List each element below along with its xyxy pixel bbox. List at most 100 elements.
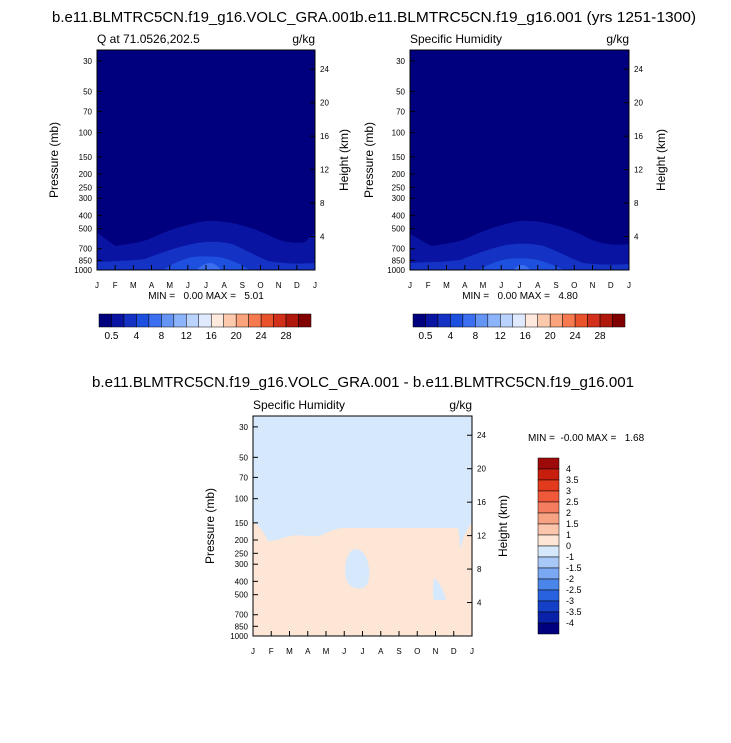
x-tick-label: M: [130, 281, 137, 290]
colorbar-swatch: [235, 313, 249, 328]
colorbar-swatch: [475, 313, 489, 328]
x-tick-label: M: [286, 647, 293, 656]
y-tick-label: 50: [239, 453, 248, 462]
panel-2-title: b.e11.BLMTRC5CN.f19_g16.001 (yrs 1251-13…: [355, 9, 696, 26]
y-right-tick-label: 24: [477, 431, 486, 440]
y-tick-label: 500: [79, 225, 93, 234]
panel-1-subtitle-left: Q at 71.0526,202.5: [97, 32, 200, 46]
colorbar-label: 2: [566, 508, 571, 518]
y-right-tick-label: 16: [634, 132, 643, 141]
panel-2-ylabel-right: Height (km): [654, 129, 668, 191]
colorbar-swatch: [500, 313, 514, 328]
panel-3-ylabel-right: Height (km): [496, 495, 510, 557]
y-right-tick-label: 20: [634, 99, 643, 108]
panel-1-ylabel-right: Height (km): [337, 129, 351, 191]
x-tick-label: A: [462, 281, 468, 290]
x-tick-label: M: [480, 281, 487, 290]
colorbar-label: -4: [566, 618, 574, 628]
colorbar-swatch: [537, 501, 560, 514]
colorbar-swatch: [537, 512, 560, 525]
y-right-tick-label: 12: [477, 532, 486, 541]
colorbar-swatch: [549, 313, 563, 328]
x-tick-label: S: [240, 281, 245, 290]
panel-3-colorbar: 43.532.521.510-1-1.5-2-2.5-3-3.5-4: [537, 457, 582, 635]
colorbar-label: 4: [566, 464, 571, 474]
colorbar-label: 20: [231, 331, 243, 342]
x-tick-label: M: [443, 281, 450, 290]
colorbar-swatch: [198, 313, 212, 328]
y-tick-label: 30: [396, 57, 405, 66]
colorbar-swatch: [537, 313, 551, 328]
x-tick-label: J: [313, 281, 317, 290]
colorbar-label: 4: [134, 331, 140, 342]
panel-2-subtitle-right: g/kg: [606, 32, 629, 46]
panel-2-subtitle-left: Specific Humidity: [410, 32, 502, 46]
colorbar-label: 12: [181, 331, 193, 342]
colorbar-label: 28: [594, 331, 606, 342]
colorbar-swatch: [537, 457, 560, 470]
colorbar-swatch: [537, 534, 560, 547]
panel-1-title: b.e11.BLMTRC5CN.f19_g16.VOLC_GRA.001: [52, 9, 357, 26]
colorbar-label: 24: [256, 331, 268, 342]
x-tick-label: A: [378, 647, 384, 656]
x-tick-label: J: [408, 281, 412, 290]
x-tick-label: A: [305, 647, 311, 656]
panel-3-subtitle-left: Specific Humidity: [253, 398, 345, 412]
colorbar-label: 0.5: [105, 331, 119, 342]
panel-3-positive-region: [253, 522, 472, 636]
y-tick-label: 850: [79, 256, 93, 265]
x-tick-label: O: [257, 281, 263, 290]
y-tick-label: 50: [83, 87, 92, 96]
panel-3-stats: MIN = -0.00 MAX = 1.68: [528, 433, 645, 444]
colorbar-swatch: [412, 313, 426, 328]
y-tick-label: 300: [235, 560, 249, 569]
colorbar-swatch: [136, 313, 150, 328]
colorbar-swatch: [173, 313, 187, 328]
y-right-tick-label: 16: [320, 132, 329, 141]
colorbar-label: 2.5: [566, 497, 579, 507]
colorbar-label: 3.5: [566, 475, 579, 485]
colorbar-swatch: [248, 313, 262, 328]
y-right-tick-label: 16: [477, 498, 486, 507]
colorbar-swatch: [161, 313, 175, 328]
x-tick-label: J: [204, 281, 208, 290]
colorbar-swatch: [273, 313, 287, 328]
y-tick-label: 500: [392, 225, 406, 234]
colorbar-label: 1: [566, 530, 571, 540]
panel-1-ylabel: Pressure (mb): [47, 122, 61, 198]
y-tick-label: 150: [79, 153, 93, 162]
y-right-tick-label: 8: [320, 199, 325, 208]
x-tick-label: F: [426, 281, 431, 290]
x-tick-label: D: [294, 281, 300, 290]
y-tick-label: 500: [235, 591, 249, 600]
y-tick-label: 150: [235, 519, 249, 528]
colorbar-label: 1.5: [566, 519, 579, 529]
panel-2-colorbar: 0.5 4 8 12 16 20 24 28: [412, 313, 626, 342]
colorbar-label: 16: [206, 331, 218, 342]
colorbar-swatch: [210, 313, 224, 328]
x-tick-label: A: [535, 281, 541, 290]
x-tick-label: J: [627, 281, 631, 290]
colorbar-label: 3: [566, 486, 571, 496]
y-right-tick-label: 8: [634, 199, 639, 208]
y-right-tick-label: 4: [320, 233, 325, 242]
x-tick-label: J: [499, 281, 503, 290]
colorbar-label: 0: [566, 541, 571, 551]
y-tick-label: 400: [392, 211, 406, 220]
colorbar-label: 4: [448, 331, 454, 342]
x-tick-label: J: [342, 647, 346, 656]
y-tick-label: 1000: [387, 266, 405, 275]
y-right-tick-label: 24: [634, 65, 643, 74]
y-tick-label: 700: [235, 611, 249, 620]
panel-1-contour-level-2: [97, 241, 315, 270]
y-tick-label: 30: [83, 57, 92, 66]
colorbar-label: -3.5: [566, 607, 582, 617]
panel-1: b.e11.BLMTRC5CN.f19_g16.VOLC_GRA.001 Q a…: [47, 9, 357, 342]
colorbar-label: -1.5: [566, 563, 582, 573]
panel-3-plot: [252, 415, 473, 637]
x-tick-label: J: [470, 647, 474, 656]
colorbar-swatch: [260, 313, 274, 328]
